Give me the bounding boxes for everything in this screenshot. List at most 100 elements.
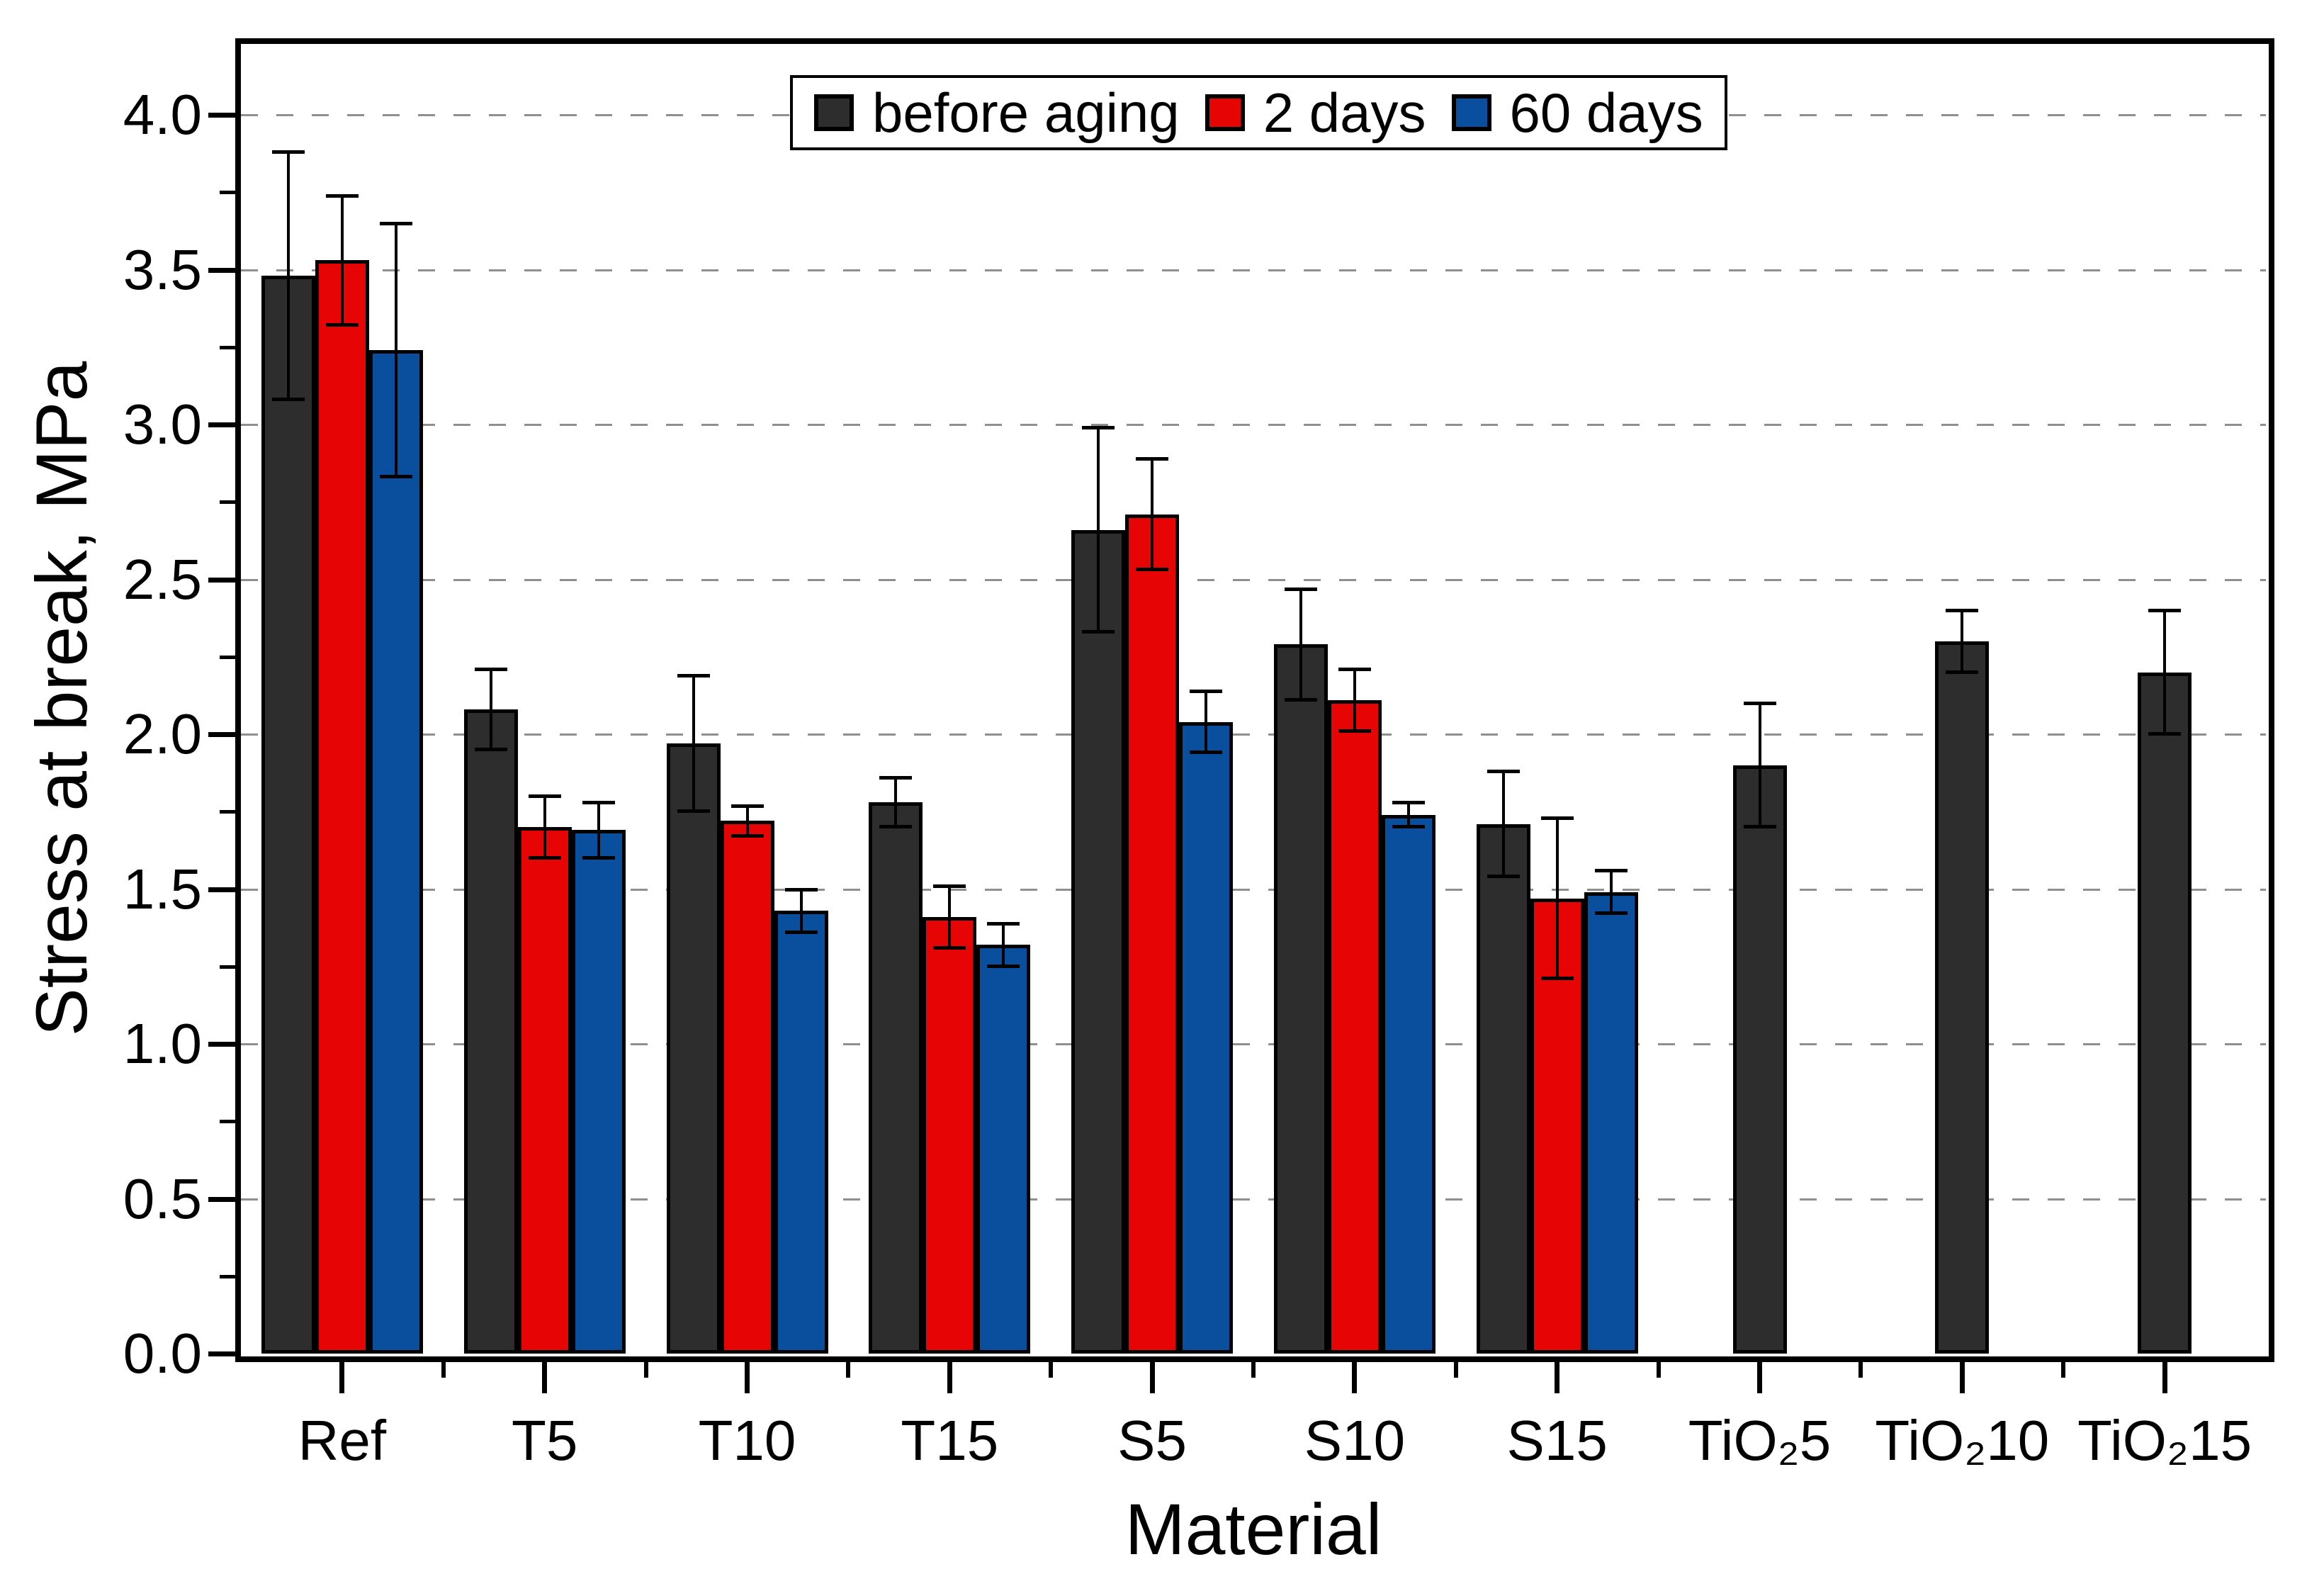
error-bar-cap-top	[325, 193, 359, 198]
error-bar	[543, 796, 546, 858]
error-bar-cap-bottom	[582, 855, 615, 860]
error-bar-cap-top	[1190, 689, 1223, 693]
bar-before-aging-S15	[1476, 823, 1530, 1354]
y-axis-minor-tick	[220, 500, 235, 505]
bar-before-aging-TiO₂5	[1732, 765, 1787, 1354]
x-tick-label: S5	[1117, 1409, 1188, 1472]
error-bar-cap-bottom	[1190, 750, 1223, 755]
y-axis-title: Stress at break, MPa	[21, 361, 102, 1037]
y-axis-major-tick	[208, 267, 235, 273]
x-tick-label: S15	[1506, 1409, 1608, 1472]
error-bar-cap-bottom	[528, 855, 561, 860]
error-bar	[948, 886, 952, 948]
x-tick-label: T10	[698, 1409, 796, 1472]
y-axis-minor-tick	[220, 1274, 235, 1278]
y-axis-major-tick	[208, 1042, 235, 1047]
x-tick-label: S10	[1304, 1409, 1406, 1472]
x-axis-major-tick	[947, 1359, 952, 1393]
error-bar-cap-bottom	[1392, 825, 1425, 829]
y-tick-label: 3.0	[123, 393, 202, 456]
bar-before-aging-S5	[1071, 529, 1126, 1354]
x-axis-major-tick	[1757, 1359, 1762, 1393]
bar-before-aging-T15	[869, 802, 923, 1354]
y-axis-minor-tick	[220, 810, 235, 814]
error-bar-cap-top	[677, 673, 710, 678]
error-bar-cap-bottom	[1082, 629, 1115, 634]
x-axis-minor-tick	[441, 1359, 446, 1378]
error-bar	[692, 675, 695, 812]
x-axis-major-tick	[542, 1359, 548, 1393]
y-axis-minor-tick	[220, 345, 235, 349]
error-bar-cap-top	[271, 150, 305, 154]
error-bar-cap-top	[1487, 770, 1520, 774]
error-bar-cap-top	[1338, 668, 1371, 672]
error-bar-cap-top	[784, 887, 818, 892]
error-bar-cap-top	[879, 776, 913, 780]
bar-60-days-T15	[976, 945, 1031, 1354]
error-bar-cap-bottom	[677, 809, 710, 814]
error-bar	[799, 889, 803, 933]
bar-before-aging-T10	[666, 743, 721, 1354]
gridline-y-2.5	[241, 578, 2266, 581]
error-bar-cap-bottom	[1338, 729, 1371, 733]
x-axis-major-tick	[2162, 1359, 2167, 1393]
y-tick-label: 1.0	[123, 1012, 202, 1075]
y-axis-minor-tick	[220, 191, 235, 195]
y-tick-label: 2.5	[123, 547, 202, 611]
y-tick-label: 3.5	[123, 237, 202, 301]
legend-item-before-aging: before aging	[814, 81, 1180, 145]
legend: before aging 2 days 60 days	[790, 75, 1727, 150]
error-bar	[1151, 459, 1154, 570]
x-axis-minor-tick	[1251, 1359, 1256, 1378]
y-axis-major-tick	[208, 732, 235, 737]
error-bar-cap-bottom	[2148, 732, 2182, 736]
error-bar	[394, 223, 397, 478]
bar-2-days-S10	[1327, 699, 1382, 1354]
error-bar-cap-bottom	[1487, 875, 1520, 879]
plot-area	[241, 44, 2266, 1354]
error-bar	[1406, 802, 1410, 828]
y-tick-label: 0.5	[123, 1166, 202, 1230]
error-bar-cap-top	[379, 221, 412, 225]
error-bar-cap-bottom	[1946, 670, 1979, 674]
x-axis-major-tick	[745, 1359, 750, 1393]
bar-before-aging-Ref	[261, 276, 315, 1354]
gridline-y-0.5	[241, 1198, 2266, 1201]
legend-label: before aging	[872, 81, 1180, 144]
error-bar	[340, 195, 344, 326]
bar-2-days-Ref	[315, 260, 369, 1354]
x-axis-major-tick	[339, 1359, 345, 1393]
error-bar-cap-top	[731, 804, 764, 808]
x-axis-minor-tick	[1858, 1359, 1863, 1378]
gridline-y-3.0	[241, 424, 2266, 426]
error-bar-cap-bottom	[325, 323, 359, 327]
error-bar	[1609, 870, 1613, 914]
bar-before-aging-S10	[1273, 644, 1328, 1354]
error-bar-cap-top	[1743, 702, 1776, 706]
x-axis-major-tick	[1959, 1359, 1965, 1393]
x-axis-major-tick	[1555, 1359, 1560, 1393]
x-axis-minor-tick	[1453, 1359, 1458, 1378]
legend-label: 2 days	[1263, 81, 1426, 144]
y-axis-major-tick	[208, 113, 235, 118]
error-bar-cap-top	[528, 794, 561, 799]
error-bar-cap-bottom	[271, 398, 305, 402]
y-axis-minor-tick	[220, 965, 235, 969]
error-bar-cap-bottom	[474, 747, 507, 751]
error-bar	[1002, 923, 1005, 967]
y-axis-major-tick	[208, 422, 235, 427]
error-bar-cap-top	[987, 921, 1020, 926]
y-axis-major-tick	[208, 1196, 235, 1202]
bar-2-days-T10	[720, 821, 774, 1354]
bar-60-days-Ref	[368, 350, 423, 1354]
y-tick-label: 1.5	[123, 857, 202, 921]
x-axis-minor-tick	[846, 1359, 851, 1378]
error-bar-cap-top	[1392, 801, 1425, 805]
gridline-y-1.0	[241, 1043, 2266, 1045]
legend-label: 60 days	[1509, 81, 1703, 144]
bar-before-aging-TiO₂15	[2138, 672, 2192, 1354]
error-bar	[489, 669, 492, 750]
gridline-y-2.0	[241, 733, 2266, 736]
error-bar-cap-bottom	[379, 475, 412, 479]
error-bar	[1299, 588, 1302, 700]
